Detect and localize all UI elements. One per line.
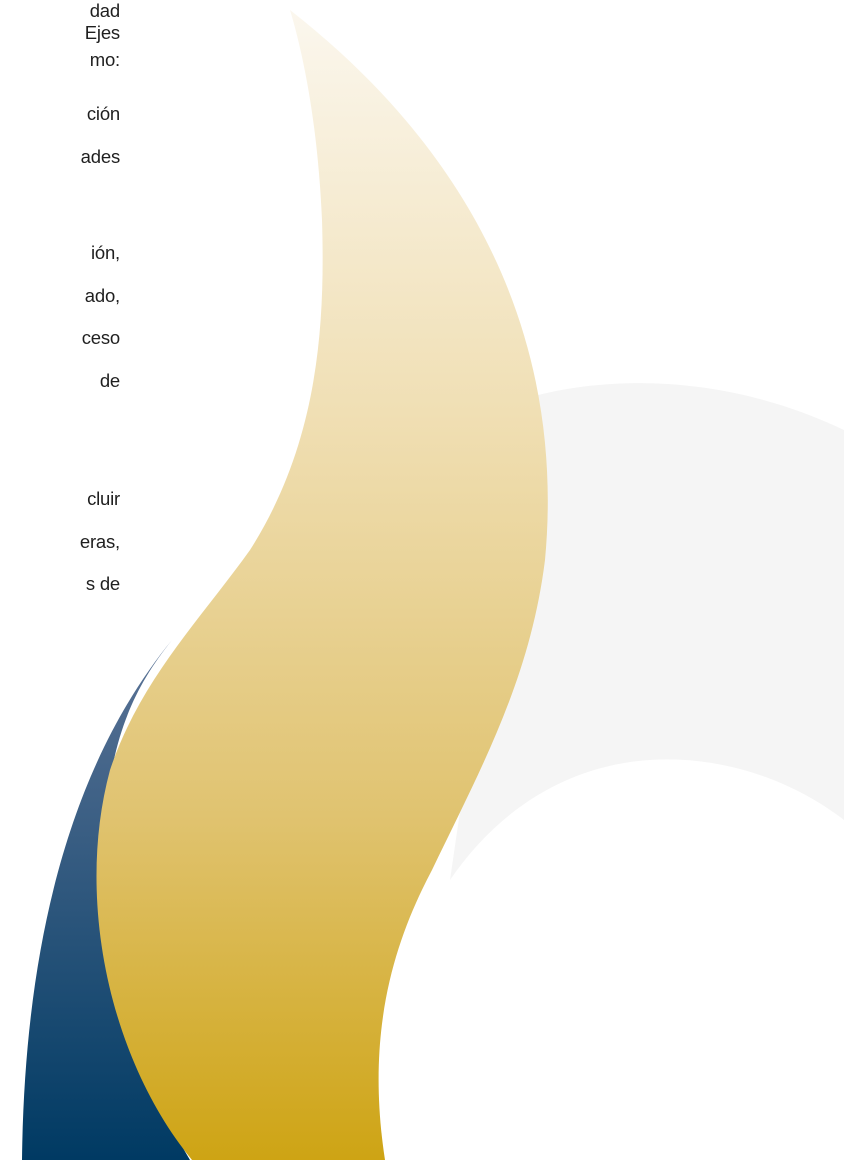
text-line: mo: (89, 49, 120, 70)
gold-flame-shape (96, 10, 548, 1160)
text-line: ión, (90, 242, 120, 263)
text-line: eras, (79, 531, 120, 552)
text-line: cluir (87, 488, 120, 509)
text-line: de (99, 370, 120, 391)
gray-arc-shape (450, 383, 844, 880)
text-line: ades (80, 146, 121, 167)
text-line: ado, (84, 285, 120, 306)
text-line: ceso (81, 327, 120, 348)
text-line: Ejes (84, 22, 120, 43)
text-line: s de (85, 573, 120, 594)
text-line: ción (86, 103, 120, 124)
text-line: dad (89, 0, 120, 21)
